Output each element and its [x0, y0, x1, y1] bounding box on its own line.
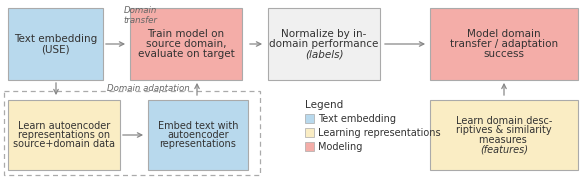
Bar: [148, 100, 248, 170]
Bar: [130, 8, 242, 80]
Text: riptives & similarity: riptives & similarity: [456, 125, 552, 135]
Bar: [305, 114, 314, 123]
Text: Legend: Legend: [305, 100, 343, 110]
Text: Modeling: Modeling: [318, 142, 362, 151]
Text: representations: representations: [159, 139, 236, 150]
Bar: [268, 8, 380, 80]
Text: Train model on: Train model on: [148, 29, 224, 39]
Text: Embed text with: Embed text with: [158, 121, 239, 130]
Text: Domain
transfer: Domain transfer: [123, 6, 157, 25]
Text: Learn domain desc-: Learn domain desc-: [456, 116, 552, 126]
Bar: [4, 91, 260, 175]
Text: source+domain data: source+domain data: [13, 139, 115, 150]
Text: autoencoder: autoencoder: [167, 130, 229, 140]
Bar: [305, 142, 314, 151]
Text: transfer / adaptation: transfer / adaptation: [450, 39, 558, 49]
Text: measures: measures: [479, 135, 529, 145]
Text: Text embedding: Text embedding: [14, 34, 97, 44]
Text: representations on: representations on: [18, 130, 110, 140]
Bar: [8, 100, 120, 170]
Text: evaluate on target: evaluate on target: [138, 49, 234, 59]
Text: success: success: [483, 49, 524, 59]
Text: Text embedding: Text embedding: [318, 114, 396, 124]
Text: (features): (features): [480, 144, 528, 154]
Bar: [430, 100, 578, 170]
Text: (USE): (USE): [41, 44, 70, 54]
Text: domain performance: domain performance: [270, 39, 379, 49]
Text: Learning representations: Learning representations: [318, 127, 441, 137]
Text: Learn autoencoder: Learn autoencoder: [18, 121, 110, 130]
Text: Domain adaptation: Domain adaptation: [107, 84, 189, 93]
Text: Model domain: Model domain: [467, 29, 541, 39]
Bar: [430, 8, 578, 80]
Text: source domain,: source domain,: [146, 39, 226, 49]
Bar: [8, 8, 103, 80]
Text: (labels): (labels): [305, 49, 343, 59]
Bar: [305, 128, 314, 137]
Text: Normalize by in-: Normalize by in-: [281, 29, 367, 39]
